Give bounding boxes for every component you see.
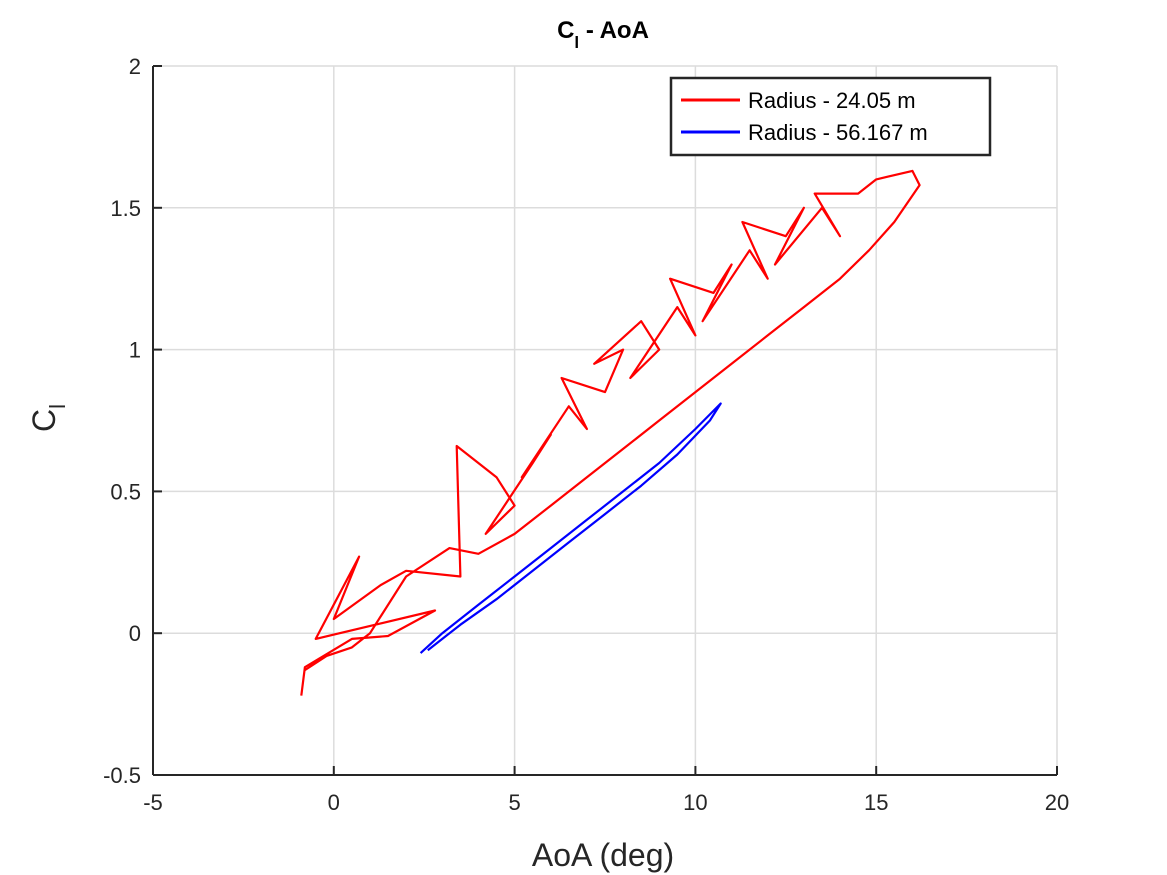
x-tick-label: 15 [864,790,888,815]
x-tick-label: 5 [508,790,520,815]
y-tick-label: 0 [129,621,141,646]
axes [152,65,1058,776]
y-axis-title: Cl [26,404,70,432]
chart-title: Cl - AoA [557,17,649,52]
chart-title-subscript: l [574,33,579,52]
series-line-1 [300,169,921,696]
legend-box [669,76,992,157]
legend-label-series-2: Radius - 56.167 m [748,120,928,145]
x-tick-label: 20 [1045,790,1069,815]
x-axis-title: AoA (deg) [532,837,674,873]
plot-area [153,66,1057,775]
y-tick-label: -0.5 [103,763,141,788]
y-axis-title-subscript: l [45,404,70,409]
x-tick-label: 0 [328,790,340,815]
tick-labels: -5 0 5 10 15 20 -0.5 0 0.5 1 1.5 2 [103,54,1069,815]
series-layer [300,169,921,696]
series-line-2 [419,402,722,654]
y-axis-title-base: C [26,409,62,432]
y-tick-label: 1 [129,338,141,363]
chart-title-base: C [557,17,574,44]
legend-label-series-1: Radius - 24.05 m [748,88,916,113]
y-tick-label: 2 [129,54,141,79]
legend: Radius - 24.05 m Radius - 56.167 m [669,76,992,157]
chart-title-rest: - AoA [579,17,649,44]
x-tick-label: 10 [683,790,707,815]
y-tick-label: 1.5 [110,196,141,221]
y-tick-label: 0.5 [110,479,141,504]
x-tick-label: -5 [143,790,163,815]
